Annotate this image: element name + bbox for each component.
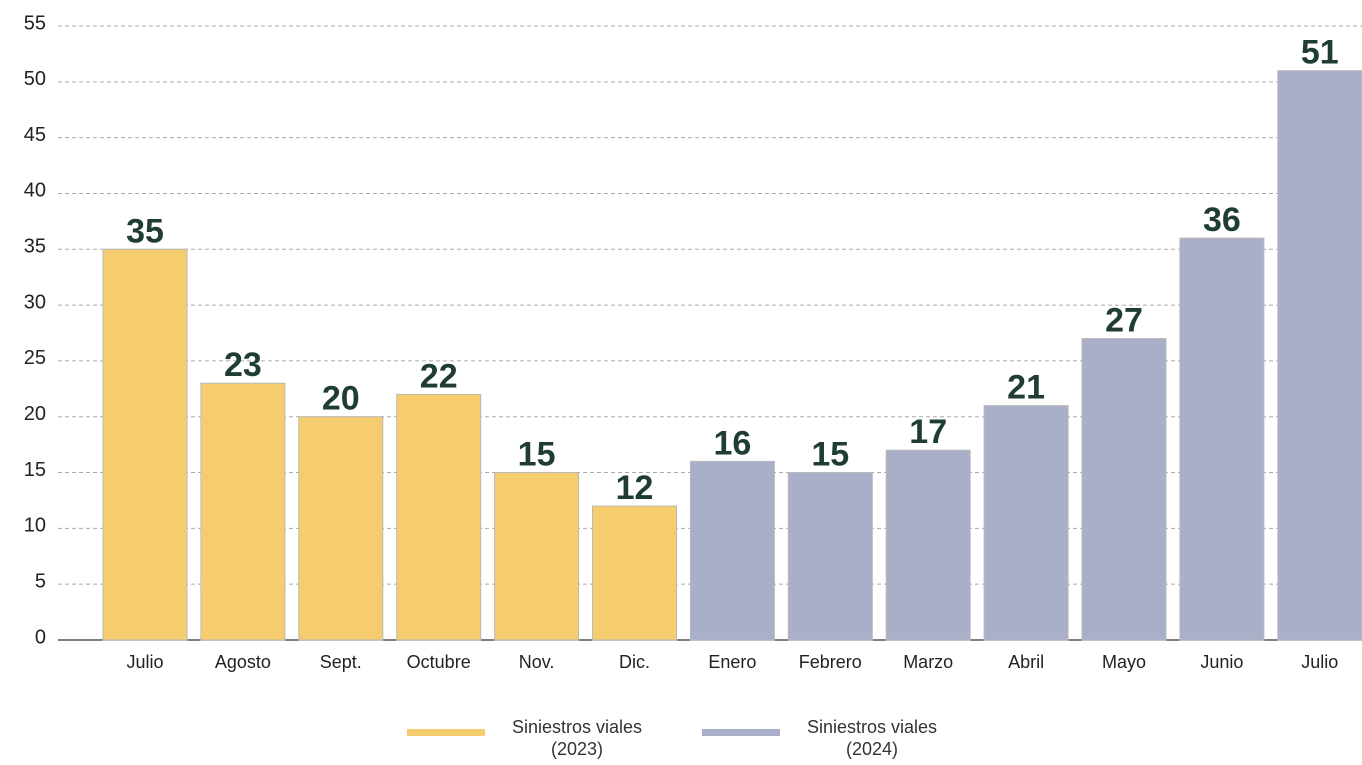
x-tick-label: Marzo <box>903 652 953 672</box>
x-tick-label: Julio <box>1301 652 1338 672</box>
bar <box>592 505 677 641</box>
y-tick-label: 45 <box>24 124 46 146</box>
value-label: 12 <box>616 469 654 507</box>
y-tick-label: 30 <box>24 291 46 313</box>
value-label: 35 <box>126 212 164 250</box>
legend-label: Siniestros viales (2024) <box>806 717 938 759</box>
x-tick-label: Junio <box>1200 652 1243 672</box>
x-tick-label: Julio <box>126 652 163 672</box>
y-tick-label: 20 <box>24 403 46 425</box>
x-tick-label: Dic. <box>619 652 650 672</box>
value-label: 22 <box>420 357 458 395</box>
y-tick-label: 55 <box>24 12 46 34</box>
x-tick-label: Sept. <box>320 652 362 672</box>
y-tick-label: 25 <box>24 347 46 369</box>
bar <box>689 460 775 641</box>
bar <box>1081 338 1167 641</box>
bar <box>494 472 580 641</box>
y-tick-label: 40 <box>24 180 46 202</box>
y-tick-label: 10 <box>24 515 46 537</box>
bar <box>102 248 188 641</box>
x-tick-label: Agosto <box>215 652 271 672</box>
value-label: 15 <box>518 436 556 474</box>
x-tick-label: Enero <box>708 652 756 672</box>
bar <box>1277 70 1362 641</box>
legend-label: Siniestros viales (2023) <box>511 717 643 759</box>
value-label: 23 <box>224 346 262 384</box>
y-tick-label: 50 <box>24 68 46 90</box>
x-tick-label: Mayo <box>1102 652 1146 672</box>
bar <box>200 382 286 641</box>
value-label: 21 <box>1007 369 1045 407</box>
y-tick-label: 35 <box>24 236 46 258</box>
value-label: 20 <box>322 380 360 418</box>
value-label: 16 <box>713 424 751 462</box>
value-label: 27 <box>1105 302 1143 340</box>
legend-swatch <box>702 729 780 736</box>
chart: 0 5 10 15 20 25 30 35 40 45 50 55 Julio Agosto Sept. Oc… <box>24 12 1362 672</box>
bar <box>885 449 971 641</box>
bar <box>1179 237 1265 641</box>
y-tick-label: 0 <box>35 626 46 648</box>
value-label: 15 <box>811 436 849 474</box>
x-tick-label: Nov. <box>519 652 555 672</box>
legend-swatch <box>407 729 485 736</box>
legend-item: Siniestros viales (2024) <box>702 716 952 760</box>
legend-item: Siniestros viales (2023) <box>407 716 657 760</box>
y-tick-label: 5 <box>35 570 46 592</box>
value-label: 51 <box>1301 34 1339 72</box>
bar <box>396 393 482 641</box>
bar <box>298 416 384 641</box>
bar <box>983 405 1069 641</box>
value-label: 17 <box>909 413 947 451</box>
bar <box>787 472 873 641</box>
x-tick-label: Octubre <box>407 652 471 672</box>
x-tick-label: Abril <box>1008 652 1044 672</box>
value-label: 36 <box>1203 201 1241 239</box>
y-tick-label: 15 <box>24 459 46 481</box>
x-tick-label: Febrero <box>799 652 862 672</box>
